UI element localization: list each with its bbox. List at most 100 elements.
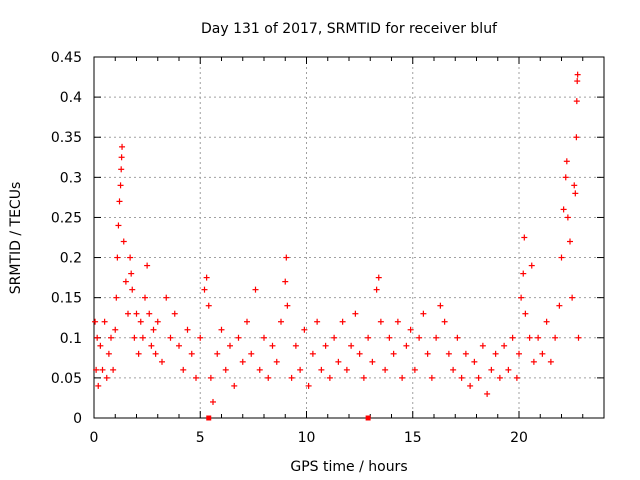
data-point: [207, 374, 214, 381]
data-point: [113, 294, 120, 301]
data-point: [117, 182, 124, 189]
data-point: [535, 334, 542, 341]
data-point: [356, 350, 363, 357]
data-point: [424, 350, 431, 357]
data-point: [518, 294, 525, 301]
data-point: [339, 318, 346, 325]
data-point: [95, 382, 102, 389]
data-point: [411, 366, 418, 373]
data-point: [93, 366, 100, 373]
y-axis-label: SRMTID / TECUs: [8, 182, 24, 295]
data-point: [520, 270, 527, 277]
y-tick-label: 0.1: [60, 331, 82, 347]
grid-layer: [94, 57, 604, 418]
data-point: [471, 358, 478, 365]
data-point: [403, 342, 410, 349]
data-point: [375, 274, 382, 281]
data-point: [318, 366, 325, 373]
data-point: [428, 374, 435, 381]
data-point: [214, 350, 221, 357]
data-point: [184, 326, 191, 333]
x-tick-label: 15: [404, 430, 422, 446]
data-point: [131, 334, 138, 341]
data-point: [142, 294, 148, 301]
data-point: [496, 374, 503, 381]
data-point: [416, 334, 423, 341]
x-tick-label: 20: [510, 430, 528, 446]
data-point: [92, 318, 99, 325]
data-point: [575, 334, 582, 341]
data-point: [261, 334, 267, 341]
data-point: [210, 398, 216, 405]
data-point: [343, 366, 350, 373]
y-tick-label: 0: [73, 411, 82, 427]
data-point: [97, 342, 104, 349]
data-point: [543, 318, 550, 325]
data-point: [352, 310, 359, 317]
data-point: [467, 382, 474, 389]
data-point: [205, 302, 212, 309]
data-point: [176, 342, 182, 349]
data-point: [574, 71, 581, 78]
data-point: [105, 350, 112, 357]
data-point: [501, 342, 508, 349]
plot-frame: [93, 56, 605, 419]
data-point: [521, 234, 528, 241]
data-point: [283, 254, 290, 261]
y-tick-label: 0.4: [60, 90, 82, 106]
y-tick-label: 0.45: [51, 50, 82, 66]
data-point: [122, 278, 129, 285]
data-point: [248, 350, 255, 357]
data-point: [556, 302, 563, 309]
data-point: [101, 318, 108, 325]
data-point: [94, 334, 101, 341]
data-point: [148, 342, 155, 349]
y-tick-label: 0.3: [60, 170, 82, 186]
data-point: [112, 326, 119, 333]
data-point: [309, 350, 316, 357]
data-point: [390, 350, 397, 357]
data-point: [475, 374, 482, 381]
data-point: [373, 286, 380, 293]
data-point: [547, 358, 554, 365]
data-point: [273, 358, 280, 365]
y-tick-label: 0.25: [51, 210, 82, 226]
data-point: [420, 310, 427, 317]
data-point: [505, 366, 512, 373]
data-point: [163, 294, 170, 301]
data-point: [479, 342, 486, 349]
data-point: [301, 326, 308, 333]
data-point: [522, 310, 529, 317]
data-point: [552, 334, 559, 341]
data-point: [574, 78, 581, 85]
data-point: [222, 366, 229, 373]
data-point: [144, 262, 151, 269]
data-point: [137, 318, 144, 325]
data-point: [180, 366, 187, 373]
data-point: [530, 358, 537, 365]
data-point: [331, 334, 338, 341]
data-point: [560, 206, 567, 213]
data-point: [394, 318, 401, 325]
data-point: [441, 318, 448, 325]
data-point: [509, 334, 516, 341]
data-point: [244, 318, 250, 325]
data-point: [382, 366, 389, 373]
data-point: [154, 318, 161, 325]
data-point: [569, 294, 576, 301]
data-point: [128, 270, 135, 277]
data-point: [528, 262, 535, 269]
data-point: [292, 342, 299, 349]
data-point: [314, 318, 321, 325]
data-point: [564, 214, 571, 221]
data-point: [146, 310, 153, 317]
data-point: [235, 334, 242, 341]
data-point: [445, 350, 452, 357]
data-point: [115, 222, 122, 229]
axes-layer: [93, 56, 605, 419]
data-point: [193, 374, 199, 381]
data-point: [365, 334, 372, 341]
data-point: [265, 374, 272, 381]
data-point: [127, 254, 134, 261]
